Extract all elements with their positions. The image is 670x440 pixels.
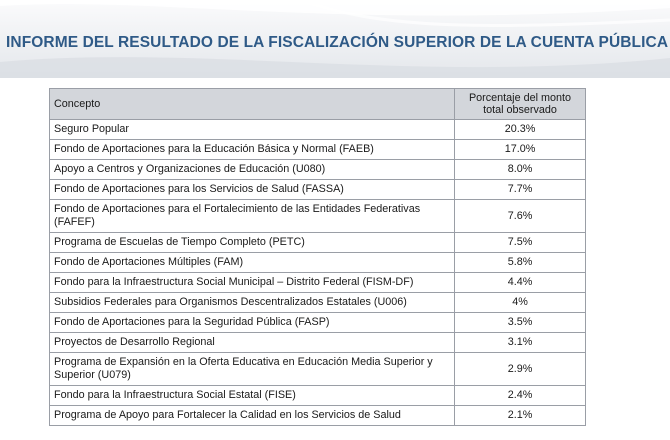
concepto-cell: Subsidios Federales para Organismos Desc… bbox=[49, 292, 455, 313]
concepto-cell: Fondo para la Infraestructura Social Mun… bbox=[49, 272, 455, 293]
concepto-cell: Programa de Expansión en la Oferta Educa… bbox=[49, 352, 455, 386]
table-row: Fondo de Aportaciones para los Servicios… bbox=[49, 179, 586, 200]
concepto-cell: Fondo de Aportaciones para los Servicios… bbox=[49, 179, 455, 200]
concepto-cell: Fondo para la Infraestructura Social Est… bbox=[49, 385, 455, 406]
concepto-cell: Fondo de Aportaciones para la Seguridad … bbox=[49, 312, 455, 333]
concepto-cell: Fondo de Aportaciones Múltiples (FAM) bbox=[49, 252, 455, 273]
concepto-cell: Fondo de Aportaciones para la Educación … bbox=[49, 139, 455, 160]
table-row: Programa de Escuelas de Tiempo Completo … bbox=[49, 232, 586, 253]
table-row: Proyectos de Desarrollo Regional 3.1% bbox=[49, 332, 586, 353]
column-header-porcentaje: Porcentaje del monto total observado bbox=[454, 88, 586, 120]
porcentaje-cell: 5.8% bbox=[454, 252, 586, 273]
table-row: Fondo para la Infraestructura Social Est… bbox=[49, 385, 586, 406]
porcentaje-cell: 17.0% bbox=[454, 139, 586, 160]
table-row: Fondo de Aportaciones Múltiples (FAM) 5.… bbox=[49, 252, 586, 273]
concepto-cell: Programa de Escuelas de Tiempo Completo … bbox=[49, 232, 455, 253]
porcentaje-cell: 2.4% bbox=[454, 385, 586, 406]
results-table: Concepto Porcentaje del monto total obse… bbox=[49, 88, 586, 426]
porcentaje-cell: 3.5% bbox=[454, 312, 586, 333]
porcentaje-cell: 8.0% bbox=[454, 159, 586, 180]
table-header-row: Concepto Porcentaje del monto total obse… bbox=[49, 88, 586, 120]
porcentaje-cell: 4.4% bbox=[454, 272, 586, 293]
concepto-cell: Apoyo a Centros y Organizaciones de Educ… bbox=[49, 159, 455, 180]
column-header-concepto: Concepto bbox=[49, 88, 455, 120]
results-table-container: Concepto Porcentaje del monto total obse… bbox=[49, 88, 586, 426]
table-row: Fondo de Aportaciones para el Fortalecim… bbox=[49, 199, 586, 233]
table-row: Fondo de Aportaciones para la Seguridad … bbox=[49, 312, 586, 333]
porcentaje-cell: 2.9% bbox=[454, 352, 586, 386]
table-row: Fondo de Aportaciones para la Educación … bbox=[49, 139, 586, 160]
header-banner: INFORME DEL RESULTADO DE LA FISCALIZACIÓ… bbox=[0, 0, 670, 78]
table-row: Fondo para la Infraestructura Social Mun… bbox=[49, 272, 586, 293]
porcentaje-cell: 7.6% bbox=[454, 199, 586, 233]
concepto-cell: Programa de Apoyo para Fortalecer la Cal… bbox=[49, 405, 455, 426]
porcentaje-cell: 7.7% bbox=[454, 179, 586, 200]
concepto-cell: Proyectos de Desarrollo Regional bbox=[49, 332, 455, 353]
table-row: Programa de Expansión en la Oferta Educa… bbox=[49, 352, 586, 386]
porcentaje-cell: 2.1% bbox=[454, 405, 586, 426]
porcentaje-cell: 4% bbox=[454, 292, 586, 313]
porcentaje-cell: 7.5% bbox=[454, 232, 586, 253]
concepto-cell: Fondo de Aportaciones para el Fortalecim… bbox=[49, 199, 455, 233]
table-row: Programa de Apoyo para Fortalecer la Cal… bbox=[49, 405, 586, 426]
table-row: Subsidios Federales para Organismos Desc… bbox=[49, 292, 586, 313]
porcentaje-cell: 3.1% bbox=[454, 332, 586, 353]
report-title: INFORME DEL RESULTADO DE LA FISCALIZACIÓ… bbox=[6, 34, 670, 51]
concepto-cell: Seguro Popular bbox=[49, 119, 455, 140]
banner-decoration bbox=[0, 0, 670, 78]
table-row: Seguro Popular 20.3% bbox=[49, 119, 586, 140]
porcentaje-cell: 20.3% bbox=[454, 119, 586, 140]
table-row: Apoyo a Centros y Organizaciones de Educ… bbox=[49, 159, 586, 180]
